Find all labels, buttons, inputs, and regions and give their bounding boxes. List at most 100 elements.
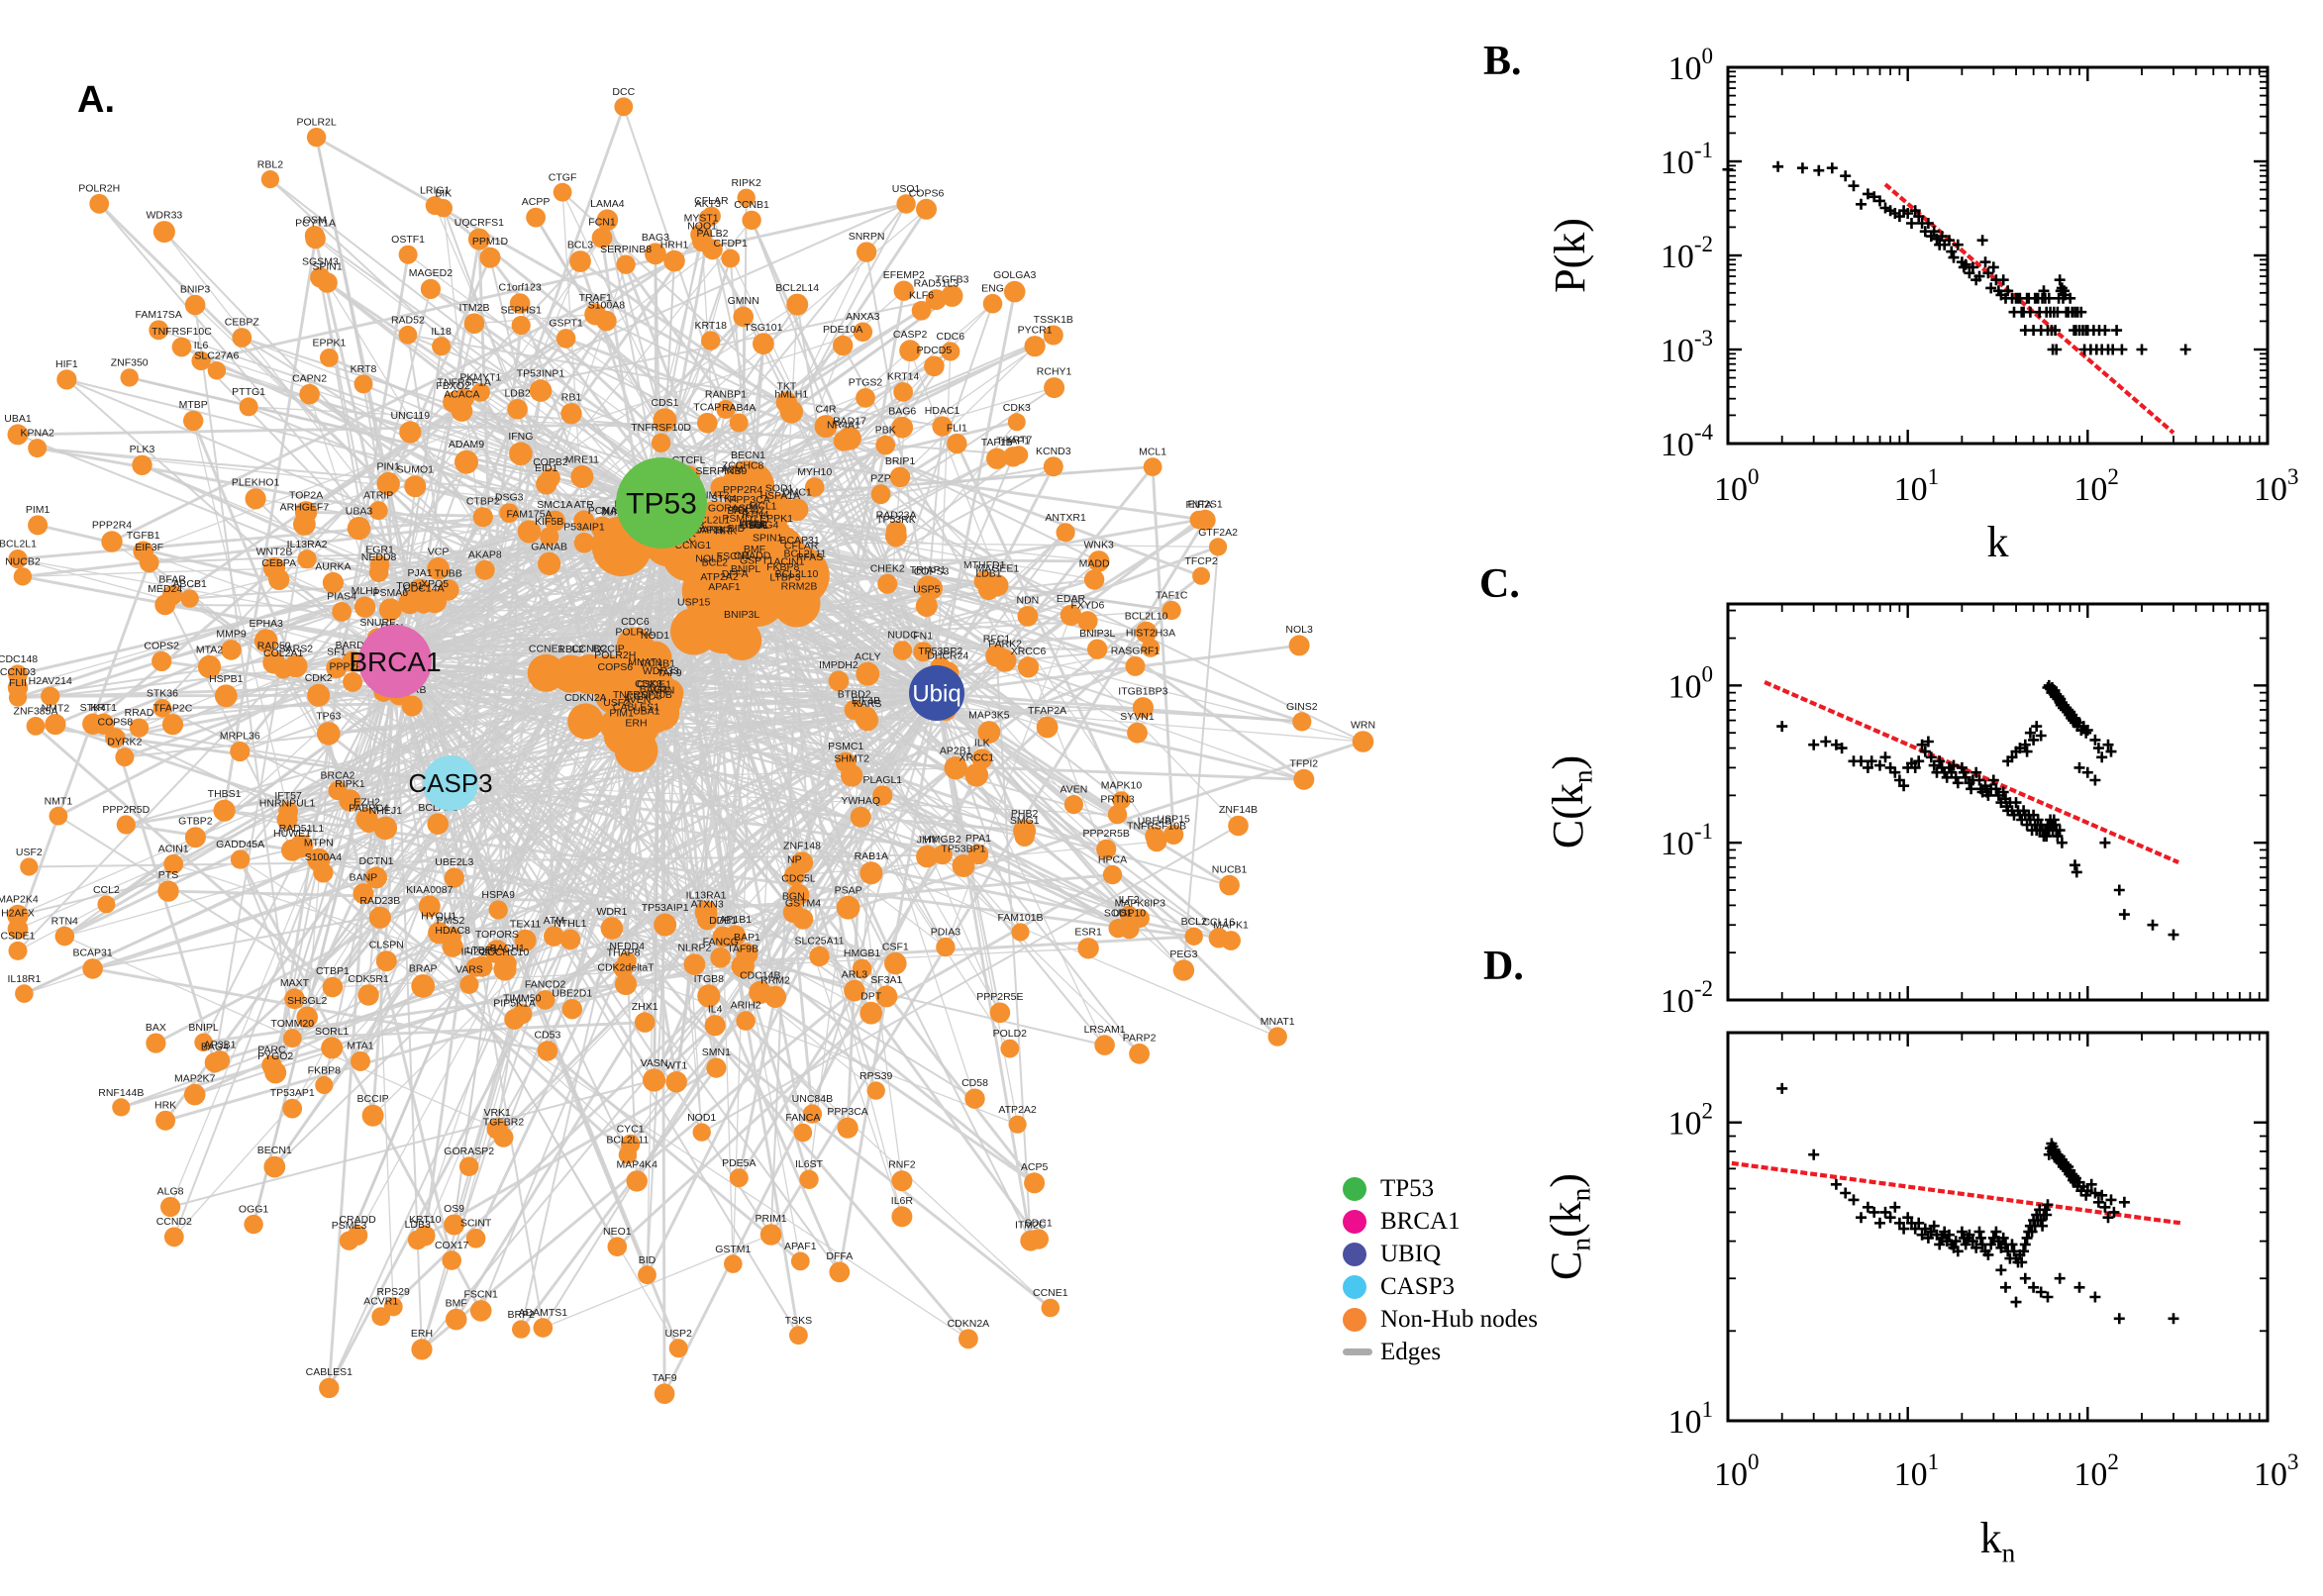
network-node — [591, 227, 613, 249]
gene-label: AKT3 — [695, 198, 721, 210]
gene-label: CDK5R1 — [348, 973, 389, 985]
gene-label: CYC1 — [617, 1123, 645, 1135]
gene-label: AVEN — [624, 694, 652, 706]
gene-label: BAP1 — [734, 932, 760, 944]
gene-label: CCNG1 — [674, 540, 711, 551]
gene-label: TRAF1 — [579, 292, 612, 304]
gene-label: SGSM3 — [302, 255, 339, 267]
gene-label: NEDD8 — [361, 551, 397, 563]
network-node — [809, 946, 830, 967]
network-node — [1017, 606, 1039, 627]
gene-label: RASGRF1 — [1111, 645, 1161, 656]
network-node — [120, 368, 139, 387]
network-node — [444, 1214, 465, 1236]
gene-label: BANP — [350, 872, 378, 884]
network-node — [667, 545, 690, 566]
network-node — [544, 926, 564, 947]
gene-label: WT1 — [665, 1060, 687, 1072]
network-node — [1077, 938, 1099, 959]
network-node — [351, 1050, 370, 1071]
network-node — [1292, 712, 1312, 732]
network-node — [507, 399, 528, 420]
network-node — [1130, 908, 1150, 929]
gene-label: EIF3F — [135, 542, 163, 553]
network-node — [214, 684, 238, 708]
gene-label: ANXA3 — [846, 311, 880, 323]
panel-label-a: A. — [77, 79, 115, 121]
network-node — [936, 937, 956, 957]
gene-label: CABLES1 — [306, 1366, 353, 1378]
gene-label: BRP2 — [507, 1309, 535, 1321]
network-node — [618, 1146, 638, 1164]
network-node — [683, 953, 706, 975]
network-node — [514, 929, 537, 951]
gene-label: FANCD2 — [525, 979, 566, 991]
gene-label: S100A8 — [588, 299, 626, 311]
y-axis-label: C(kn​) — [1544, 755, 1598, 848]
gene-label: DHCR24 — [927, 650, 968, 662]
network-node — [947, 433, 967, 454]
network-node — [1008, 1115, 1027, 1134]
gene-label: ACIN1 — [774, 556, 805, 568]
gene-label: VASN — [641, 1057, 668, 1069]
x-tick-label: 100 — [1714, 464, 1760, 508]
network-node — [471, 955, 493, 977]
network-node — [567, 703, 604, 740]
gene-label: NOL3 — [1285, 624, 1313, 636]
network-node — [959, 1329, 978, 1349]
gene-label: TNFRSF10D — [631, 422, 691, 434]
gene-label: PSME3 — [332, 1220, 367, 1232]
gene-label: FBXO2 — [436, 380, 470, 392]
scatter-points — [1776, 1082, 2179, 1325]
network-node — [253, 629, 278, 653]
network-node — [915, 595, 938, 618]
y-axis-label: P(k) — [1546, 218, 1594, 293]
gene-label: IL6 — [194, 340, 209, 351]
network-node — [230, 741, 251, 762]
network-node — [856, 242, 877, 262]
network-node — [634, 1012, 656, 1033]
gene-label: ITGB1BP3 — [1118, 686, 1167, 698]
network-node — [573, 532, 595, 553]
network-node — [729, 1168, 749, 1188]
gene-label: FSCN1 — [463, 1289, 498, 1301]
network-node — [634, 716, 659, 743]
network-node — [768, 501, 791, 524]
gene-label: KLF6 — [909, 289, 934, 301]
network-node — [1017, 656, 1040, 678]
network-node — [445, 1308, 467, 1331]
network-node — [753, 333, 774, 355]
gene-label: ANTXR1 — [1045, 512, 1086, 524]
network-node — [1141, 639, 1161, 657]
network-node — [474, 559, 495, 580]
network-node — [924, 355, 945, 377]
gene-label: NHEJ1 — [369, 805, 402, 817]
network-node — [264, 1061, 287, 1084]
gene-label: EPPK1 — [312, 338, 346, 349]
network-node — [115, 748, 135, 767]
network-node — [365, 866, 387, 889]
network-node — [692, 231, 713, 252]
gene-label: PSMA6 — [372, 587, 408, 599]
network-node — [885, 525, 907, 548]
gene-label: USP15 — [677, 597, 710, 609]
x-tick-label: 102 — [2073, 1449, 2119, 1493]
network-node — [570, 465, 594, 488]
gene-label: BCAP31 — [779, 535, 819, 547]
gene-label: TAF9 — [653, 1372, 677, 1384]
network-node — [645, 243, 666, 265]
gene-label: ACLY — [855, 650, 881, 662]
network-node — [427, 813, 450, 835]
network-node — [411, 1339, 433, 1360]
gene-label: VARS — [455, 963, 483, 975]
network-node — [651, 433, 671, 452]
gene-label: PSMC1 — [828, 741, 863, 752]
network-node — [737, 515, 759, 539]
gene-label: CDC5L — [781, 872, 816, 884]
network-node — [191, 350, 211, 371]
network-node — [28, 515, 49, 536]
gene-label: PALB2 — [697, 228, 729, 240]
network-node — [398, 325, 418, 345]
network-node — [643, 1068, 666, 1092]
hub-label-casp3: CASP3 — [408, 768, 492, 798]
